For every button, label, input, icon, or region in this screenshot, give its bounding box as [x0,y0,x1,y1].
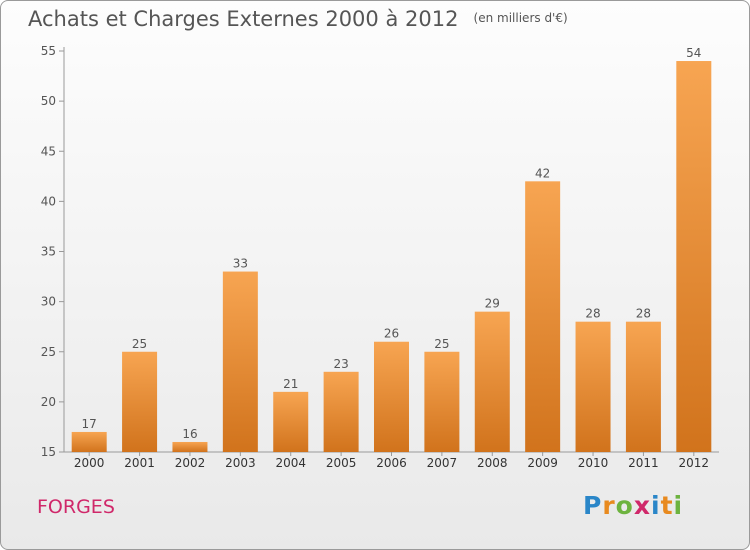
y-tick-label: 40 [41,194,56,208]
y-tick-label: 55 [41,44,56,58]
bar-value-label: 33 [233,257,248,271]
chart-title-block: Achats et Charges Externes 2000 à 2012 (… [28,7,568,31]
x-tick-label: 2004 [275,456,306,470]
x-tick-label: 2000 [74,456,105,470]
y-tick-label: 30 [41,295,56,309]
bar-value-label: 29 [485,297,500,311]
bar-value-label: 23 [333,357,348,371]
bar [525,181,561,452]
bar [323,371,359,452]
y-tick-label: 15 [41,445,56,459]
bar-value-label: 16 [182,427,197,441]
bar [474,311,510,452]
y-tick-label: 20 [41,395,56,409]
x-tick-label: 2011 [628,456,659,470]
y-tick-label: 35 [41,245,56,259]
bar [374,341,409,452]
bar [625,321,661,452]
x-tick-label: 2003 [225,456,256,470]
bar-value-label: 28 [585,307,600,321]
logo-letter: i [673,491,684,520]
logo-letter: P [583,491,603,520]
y-tick-label: 50 [41,94,56,108]
x-tick-label: 2008 [477,456,508,470]
bar [676,61,712,453]
y-tick-label: 25 [41,345,56,359]
x-tick-label: 2007 [427,456,458,470]
bar [71,431,107,452]
logo-letter: o [615,491,634,520]
bar-value-label: 25 [132,337,147,351]
logo-letter: x [633,491,651,520]
x-tick-label: 2010 [578,456,609,470]
bar [122,351,158,452]
chart-title: Achats et Charges Externes 2000 à 2012 [28,7,459,31]
y-tick-label: 45 [41,144,56,158]
bar [172,441,208,452]
bar-value-label: 25 [434,337,449,351]
bar [273,391,309,452]
x-tick-label: 2002 [175,456,206,470]
logo-letter: t [660,491,674,520]
x-tick-label: 2006 [376,456,407,470]
logo-letter: r [602,491,616,520]
proxiti-logo: Proxiti [583,491,683,520]
bar-value-label: 21 [283,377,298,391]
x-tick-label: 2012 [679,456,710,470]
bar-value-label: 42 [535,166,550,180]
bar [424,351,460,452]
chart-subtitle: (en milliers d'€) [473,11,568,25]
bar-value-label: 28 [636,307,651,321]
bar-value-label: 26 [384,327,399,341]
bar [222,271,258,452]
commune-name: FORGES [37,496,115,518]
bar [575,321,611,452]
x-tick-label: 2001 [124,456,155,470]
x-tick-label: 2009 [527,456,558,470]
bar-value-label: 17 [82,417,97,431]
bar-value-label: 54 [686,46,701,60]
x-tick-label: 2005 [326,456,357,470]
logo-letter: i [651,491,661,520]
